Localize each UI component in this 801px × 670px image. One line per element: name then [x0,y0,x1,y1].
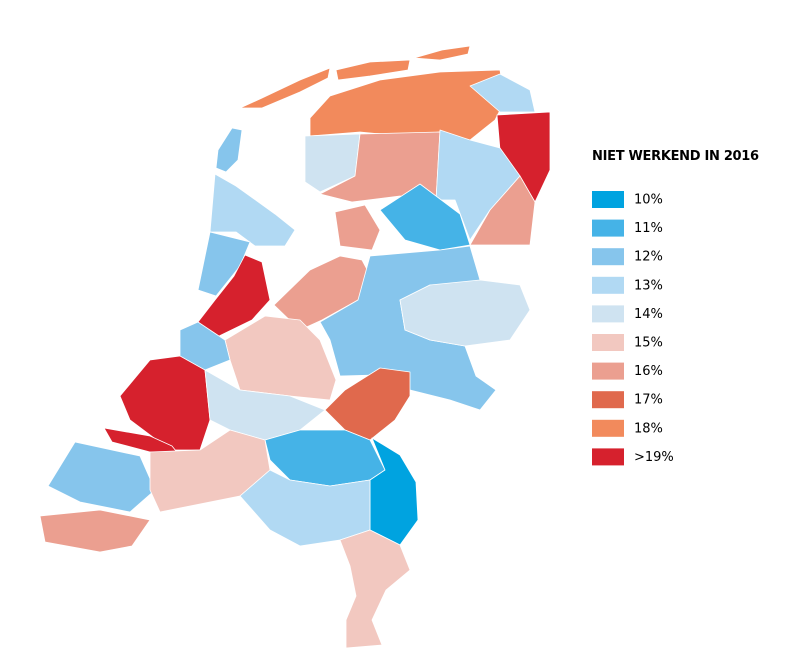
region [334,204,381,251]
legend-label: 15% [634,336,663,351]
region [239,469,371,547]
legend-swatch [592,362,624,380]
region [324,367,411,441]
region [335,59,411,81]
legend-swatch [592,334,624,351]
legend-label: 12% [634,250,663,265]
region [215,127,243,173]
legend-swatch [592,219,624,237]
legend-swatch [592,248,624,266]
legend-label: 11% [634,221,663,236]
legend-label: 10% [634,193,663,208]
region [469,175,536,246]
legend-swatch [592,305,624,323]
map [39,45,551,649]
legend-label: 13% [634,278,663,293]
region [339,529,411,649]
region [304,133,361,193]
legend-label: 16% [634,364,663,379]
legend-swatch [592,448,624,466]
legend-title: NIET WERKEND IN 2016 [592,149,759,164]
legend-label: 14% [634,307,663,322]
region [39,509,151,553]
region [197,231,251,297]
region [209,173,296,247]
legend-label: 17% [634,393,663,408]
legend-swatch [592,191,624,208]
region [47,441,156,513]
legend: NIET WERKEND IN 2016 10% 11% 12% 13% 14% 15% 1… [592,149,759,466]
region [224,315,337,401]
region [379,183,471,251]
legend-swatch [592,391,624,409]
legend-label: 18% [634,421,663,436]
legend-swatch [592,419,624,437]
region [469,73,536,113]
legend-label: >19% [634,450,674,465]
region [413,45,471,61]
region [239,67,331,109]
region [399,279,531,347]
legend-swatch [592,276,624,294]
region [309,69,506,141]
